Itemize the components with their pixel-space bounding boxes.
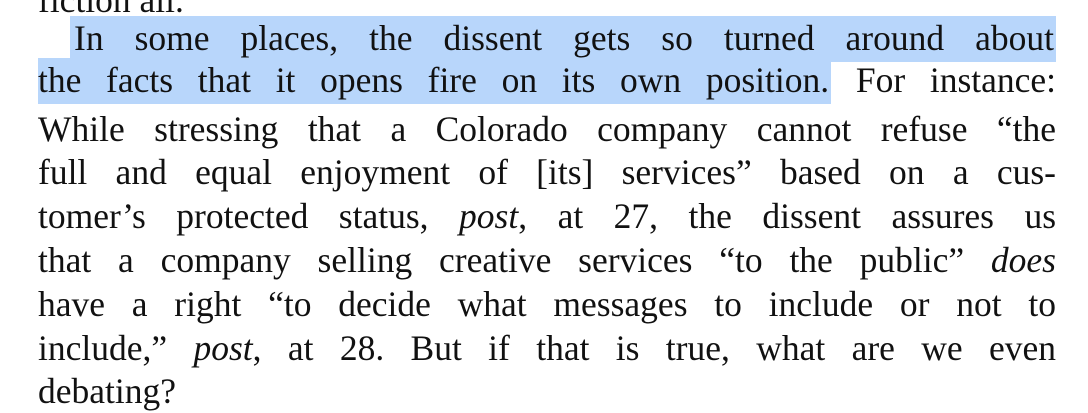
line-6-text-a: that a company selling creative services… xyxy=(38,240,965,280)
paragraph-line-7: have a right “to decide what messages to… xyxy=(38,282,1056,326)
emphasis-does: does xyxy=(990,240,1056,280)
citation-post-2: post xyxy=(193,328,253,368)
citation-post-1: post xyxy=(459,196,519,236)
line-8-text-b: , at 28. But if that is true, what are w… xyxy=(252,328,1056,368)
line-3-text: While stressing that a Colorado company … xyxy=(38,109,1056,149)
line-9-text: debating? xyxy=(38,371,176,411)
paragraph-line-8: include,” post, at 28. But if that is tr… xyxy=(38,326,1056,370)
line-5-text-b: , at 27, the dissent assures us xyxy=(518,196,1057,236)
line-7-text: have a right “to decide what messages to… xyxy=(38,284,1056,324)
line-4-text: full and equal enjoyment of [its] servic… xyxy=(38,152,1056,192)
paragraph-line-1: In some places, the dissent gets so turn… xyxy=(70,16,1056,62)
line-8-text-a: include,” xyxy=(38,328,168,368)
paragraph-line-4: full and equal enjoyment of [its] servic… xyxy=(38,150,1056,194)
highlighted-text-part1[interactable]: In some places, the dissent gets so turn… xyxy=(70,16,1056,62)
highlighted-text-part2[interactable]: the facts that it opens fire on its own … xyxy=(38,58,832,104)
paragraph-line-2: the facts that it opens fire on its own … xyxy=(38,58,1057,104)
line-5-text-a: tomer’s protected status, xyxy=(38,196,429,236)
paragraph-line-9: debating? xyxy=(38,369,1056,413)
paragraph-line-6: that a company selling creative services… xyxy=(38,238,1056,282)
line-2-tail: For instance: xyxy=(855,60,1057,100)
paragraph-line-5: tomer’s protected status, post, at 27, t… xyxy=(38,194,1056,238)
fragment-text: fiction all. xyxy=(38,0,184,20)
previous-paragraph-fragment: fiction all. xyxy=(38,0,1056,22)
paragraph-line-3: While stressing that a Colorado company … xyxy=(38,107,1056,151)
